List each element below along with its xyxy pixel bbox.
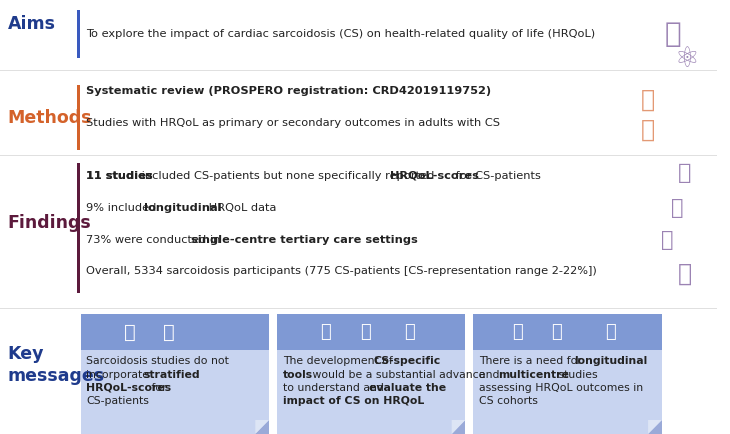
Text: incorporate: incorporate (86, 369, 153, 379)
Text: longitudinal: longitudinal (575, 356, 648, 366)
Text: 📅: 📅 (512, 323, 523, 341)
Text: There is a need for: There is a need for (479, 356, 585, 366)
Text: 🏢: 🏢 (661, 230, 674, 250)
Text: CS cohorts: CS cohorts (479, 397, 538, 407)
Text: The development of: The development of (283, 356, 396, 366)
Text: impact of CS on HRQoL: impact of CS on HRQoL (283, 397, 424, 407)
Bar (473, 350, 662, 434)
Text: HRQoL-scores: HRQoL-scores (391, 171, 479, 181)
Text: 📋: 📋 (320, 323, 331, 341)
Text: 📊: 📊 (124, 322, 136, 342)
Text: to understand and: to understand and (283, 383, 387, 393)
Text: for: for (148, 383, 166, 393)
Text: 📂: 📂 (641, 88, 655, 112)
Text: 🫀: 🫀 (664, 20, 681, 48)
Bar (77, 85, 80, 150)
Text: ⏰: ⏰ (551, 323, 562, 341)
Polygon shape (255, 420, 269, 434)
Bar (0, 70, 717, 71)
Polygon shape (452, 420, 466, 434)
Bar (80, 314, 269, 350)
Text: Key
messages: Key messages (8, 345, 105, 385)
Text: longitudinal: longitudinal (144, 203, 221, 213)
Text: Systematic review (PROSPERO registration: CRD42019119752): Systematic review (PROSPERO registration… (86, 86, 491, 96)
Text: studies: studies (555, 369, 597, 379)
Text: included CS-patients but none specifically reported: included CS-patients but none specifical… (138, 171, 438, 181)
Polygon shape (648, 420, 662, 434)
Text: 👥: 👥 (677, 262, 691, 286)
Text: 🧪: 🧪 (641, 118, 655, 142)
Text: Aims: Aims (8, 15, 56, 33)
Text: CS-patients: CS-patients (86, 397, 149, 407)
Text: single-centre tertiary care settings: single-centre tertiary care settings (191, 235, 418, 245)
Text: 11 studies: 11 studies (86, 171, 153, 181)
Text: ⚛: ⚛ (675, 45, 700, 73)
Text: Findings: Findings (8, 214, 91, 232)
Polygon shape (255, 420, 269, 434)
Text: 🫀: 🫀 (163, 322, 174, 342)
Bar (77, 10, 80, 58)
Text: 🔍: 🔍 (360, 323, 371, 341)
Text: Studies with HRQoL as primary or secondary outcomes in adults with CS: Studies with HRQoL as primary or seconda… (86, 118, 500, 128)
Text: 🏛: 🏛 (605, 323, 616, 341)
Text: and: and (479, 369, 503, 379)
Text: 9% included: 9% included (86, 203, 161, 213)
Text: would be a substantial advance: would be a substantial advance (309, 369, 485, 379)
Bar (277, 350, 466, 434)
Text: for CS-patients: for CS-patients (452, 171, 541, 181)
Text: Overall, 5334 sarcoidosis participants (775 CS-patients [CS-representation range: Overall, 5334 sarcoidosis participants (… (86, 266, 597, 276)
Bar (77, 163, 80, 293)
Text: 📈: 📈 (404, 323, 415, 341)
Text: 11 studies: 11 studies (86, 171, 153, 181)
Bar (277, 314, 466, 350)
Bar (473, 314, 662, 350)
Text: HRQoL data: HRQoL data (205, 203, 277, 213)
Text: stratified: stratified (144, 369, 200, 379)
Text: CS-specific: CS-specific (373, 356, 440, 366)
Text: tools: tools (283, 369, 313, 379)
Polygon shape (648, 420, 662, 434)
Text: 73% were conducted in: 73% were conducted in (86, 235, 224, 245)
Text: 🏛: 🏛 (677, 163, 691, 183)
Text: assessing HRQoL outcomes in: assessing HRQoL outcomes in (479, 383, 643, 393)
Text: Methods: Methods (8, 109, 93, 127)
Text: 👥: 👥 (672, 198, 684, 218)
Polygon shape (452, 420, 466, 434)
Bar (0, 308, 717, 309)
Text: To explore the impact of cardiac sarcoidosis (CS) on health-related quality of l: To explore the impact of cardiac sarcoid… (86, 29, 596, 39)
Bar (0, 155, 717, 156)
Text: evaluate the: evaluate the (369, 383, 445, 393)
Text: multicentre: multicentre (499, 369, 569, 379)
Bar (80, 350, 269, 434)
Text: Sarcoidosis studies do not: Sarcoidosis studies do not (86, 356, 229, 366)
Text: HRQoL-scores: HRQoL-scores (86, 383, 172, 393)
